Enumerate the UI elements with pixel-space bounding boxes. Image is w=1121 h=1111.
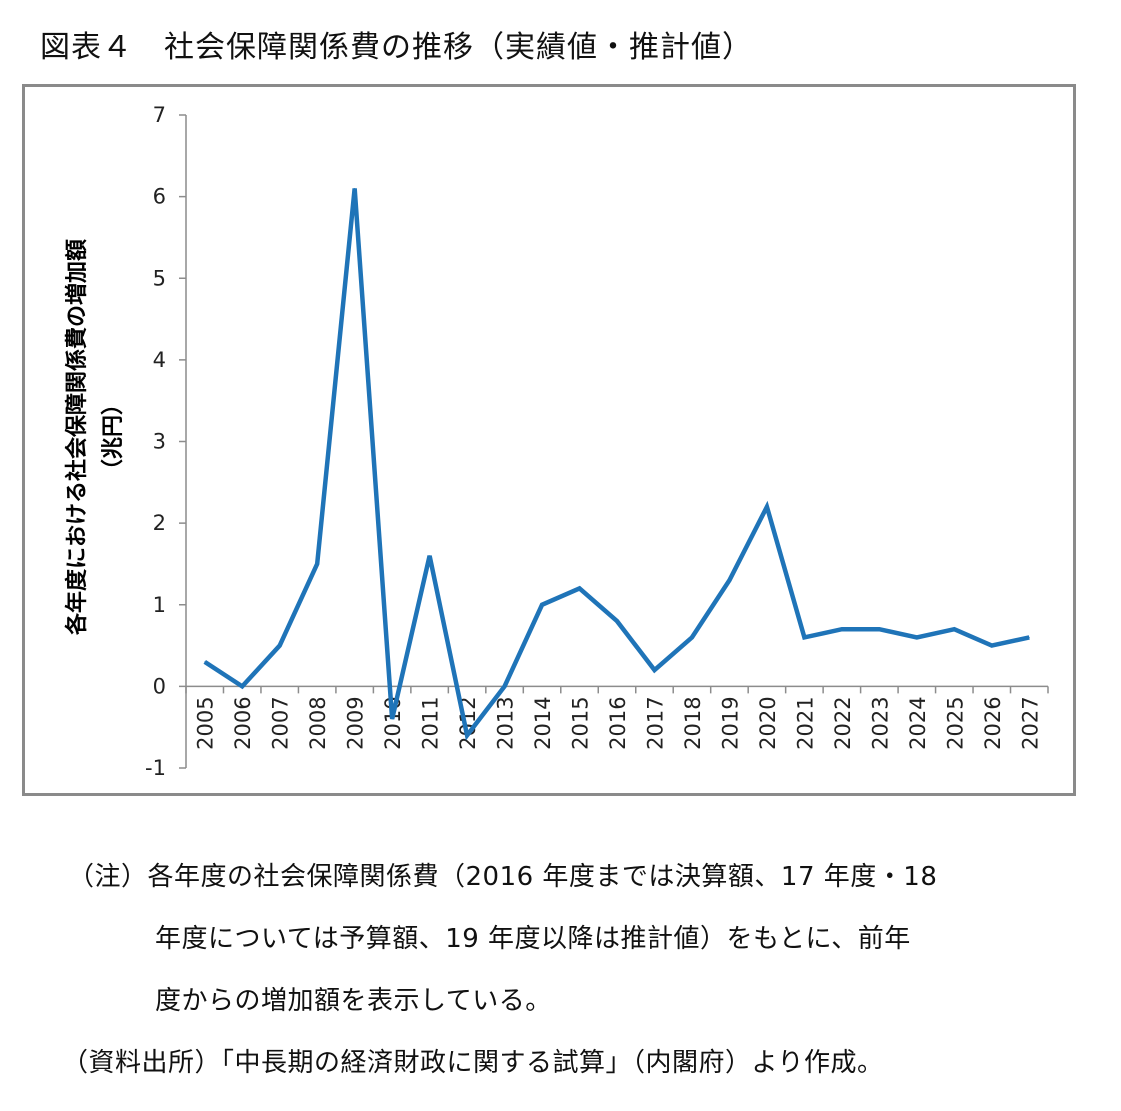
y-tick-label: -1	[145, 756, 166, 780]
data-point	[204, 661, 206, 663]
data-point	[391, 718, 393, 720]
y-tick-label: 2	[153, 511, 166, 535]
line-chart: 各年度における社会保障関係費の増加額 （兆円） -1 0 1 2 3 4 5 6 7 2005 2…	[64, 103, 1049, 780]
note-line-2: 年度については予算額、19 年度以降は推計値）をもとに、前年	[155, 924, 911, 954]
y-tick-labels: -1 0 1 2 3 4 5 6 7	[145, 103, 166, 780]
x-tick-label: 2018	[681, 696, 705, 749]
x-tick-label: 2024	[906, 696, 930, 749]
data-point	[953, 628, 955, 630]
data-point	[579, 587, 581, 589]
data-point	[1028, 636, 1030, 638]
data-point	[354, 187, 356, 189]
y-tick-label: 6	[153, 185, 166, 209]
x-tick-label: 2013	[494, 696, 518, 749]
data-point	[279, 645, 281, 647]
x-tick-label: 2014	[531, 696, 555, 749]
data-point	[766, 506, 768, 508]
data-point	[616, 620, 618, 622]
data-point	[466, 734, 468, 736]
data-point	[841, 628, 843, 630]
x-tick-label: 2005	[194, 696, 218, 749]
x-tick-label: 2025	[943, 696, 967, 749]
y-tick-label: 7	[153, 103, 166, 127]
data-point	[316, 563, 318, 565]
x-tick-labels: 2005 2006 2007 2008 2009 2010 2011 2012 2013 2014…	[194, 696, 1043, 749]
x-tick-label: 2011	[419, 696, 443, 749]
x-tick-label: 2019	[718, 696, 742, 749]
x-tick-label: 2022	[831, 696, 855, 749]
x-tick-label: 2007	[269, 696, 293, 749]
data-point	[541, 604, 543, 606]
data-point	[691, 636, 693, 638]
axes	[179, 114, 1049, 769]
y-axis-label: 各年度における社会保障関係費の増加額	[64, 239, 90, 636]
data-point	[429, 555, 431, 557]
x-tick-label: 2023	[868, 696, 892, 749]
y-tick-label: 1	[153, 593, 166, 617]
x-tick-label: 2009	[344, 696, 368, 749]
note-line-3: 度からの増加額を表示している。	[155, 986, 552, 1016]
y-tick-label: 4	[153, 348, 166, 372]
x-tick-label: 2006	[231, 696, 255, 749]
y-tick-label: 0	[153, 674, 166, 698]
data-point	[241, 685, 243, 687]
x-tick-label: 2016	[606, 696, 630, 749]
data-point	[878, 628, 880, 630]
figure-title: 図表４ 社会保障関係費の推移（実績値・推計値）	[40, 30, 753, 65]
x-tick-label: 2017	[643, 696, 667, 749]
series-line	[203, 188, 1030, 741]
series-group	[203, 187, 1030, 741]
x-tick-label: 2015	[569, 696, 593, 749]
data-point	[728, 579, 730, 581]
data-point	[653, 669, 655, 671]
x-tick-label: 2020	[756, 696, 780, 749]
y-tick-label: 5	[153, 266, 166, 290]
note-line-1: （注）各年度の社会保障関係費（2016 年度までは決算額、17 年度・18	[68, 862, 938, 892]
x-tick-label: 2026	[981, 696, 1005, 749]
data-point	[991, 645, 993, 647]
y-axis-unit-label: （兆円）	[101, 393, 126, 481]
data-point	[504, 685, 506, 687]
chart-frame	[22, 84, 1076, 796]
x-tick-label: 2021	[793, 696, 817, 749]
y-axis-title: 各年度における社会保障関係費の増加額 （兆円）	[64, 239, 126, 636]
x-tick-label: 2008	[306, 696, 330, 749]
data-point	[803, 636, 805, 638]
source-note: （資料出所）「中長期の経済財政に関する試算」（内閣府）より作成。	[62, 1048, 884, 1078]
x-tick-label: 2027	[1018, 696, 1042, 749]
data-point	[916, 636, 918, 638]
y-tick-label: 3	[153, 430, 166, 454]
